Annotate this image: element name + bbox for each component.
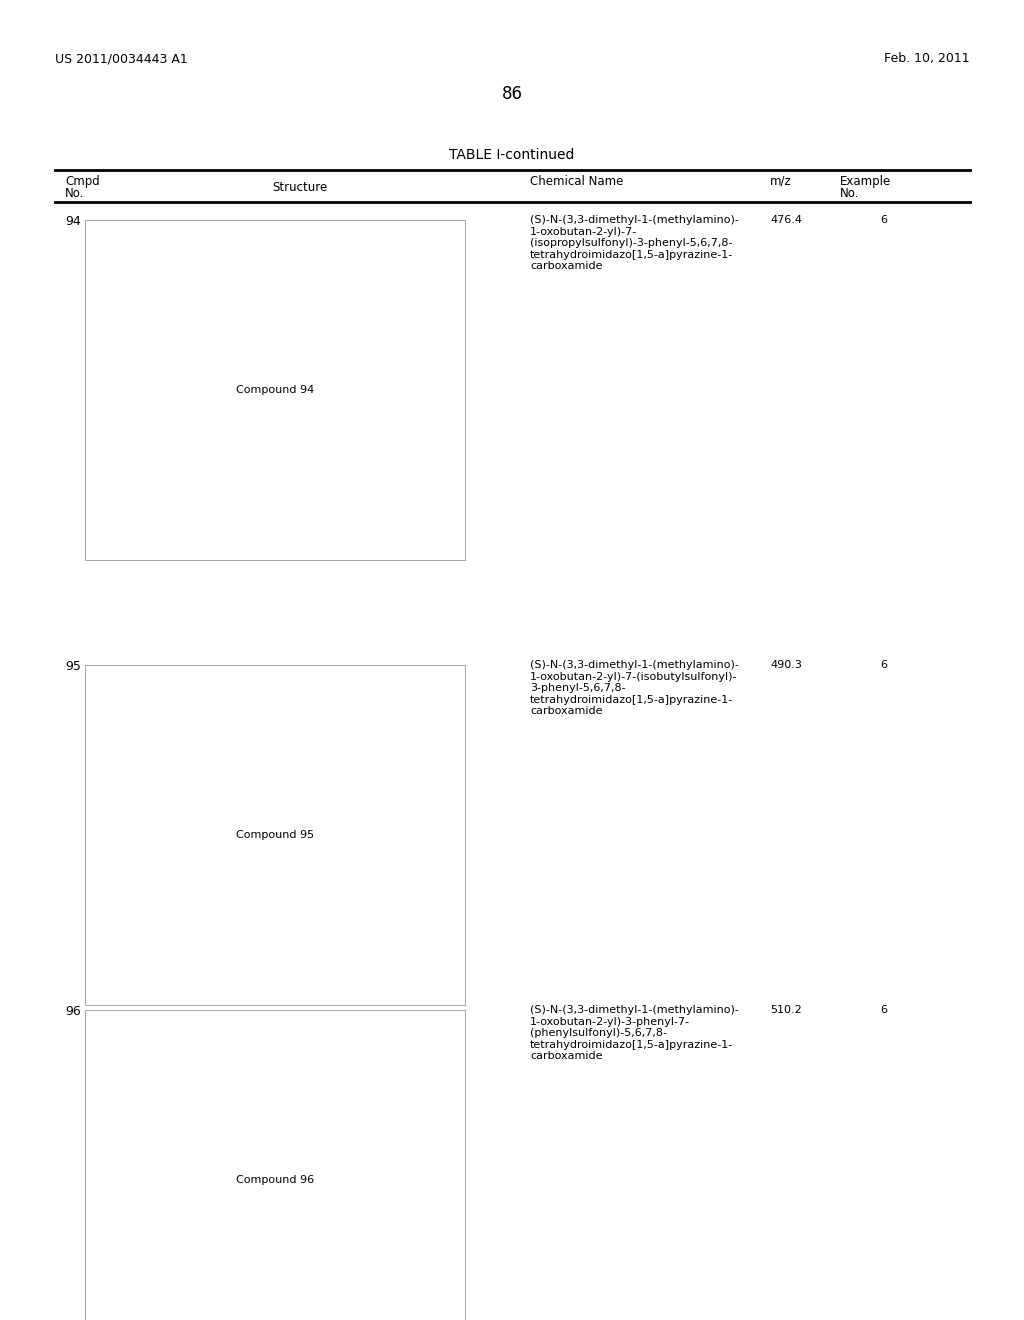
Text: (S)-N-(3,3-dimethyl-1-(methylamino)-
1-oxobutan-2-yl)-7-
(isopropylsulfonyl)-3-p: (S)-N-(3,3-dimethyl-1-(methylamino)- 1-o…: [530, 215, 739, 272]
Text: 6: 6: [880, 660, 887, 671]
Text: Example: Example: [840, 176, 891, 187]
Text: m/z: m/z: [770, 176, 792, 187]
Text: Cmpd: Cmpd: [65, 176, 99, 187]
Text: 95: 95: [65, 660, 81, 673]
Text: 6: 6: [880, 1005, 887, 1015]
Text: No.: No.: [840, 187, 859, 201]
Text: No.: No.: [65, 187, 84, 201]
Text: (S)-N-(3,3-dimethyl-1-(methylamino)-
1-oxobutan-2-yl)-7-(isobutylsulfonyl)-
3-ph: (S)-N-(3,3-dimethyl-1-(methylamino)- 1-o…: [530, 660, 739, 717]
Bar: [85, 1010, 465, 1320]
Text: 86: 86: [502, 84, 522, 103]
Bar: [85, 665, 465, 1005]
Text: Compound 96: Compound 96: [236, 1175, 314, 1185]
Text: (S)-N-(3,3-dimethyl-1-(methylamino)-
1-oxobutan-2-yl)-3-phenyl-7-
(phenylsulfony: (S)-N-(3,3-dimethyl-1-(methylamino)- 1-o…: [530, 1005, 739, 1061]
Text: Compound 94: Compound 94: [236, 385, 314, 395]
Text: US 2011/0034443 A1: US 2011/0034443 A1: [55, 51, 187, 65]
Text: 476.4: 476.4: [770, 215, 802, 224]
Text: Chemical Name: Chemical Name: [530, 176, 624, 187]
Bar: [85, 220, 465, 560]
Text: 6: 6: [880, 215, 887, 224]
Text: 490.3: 490.3: [770, 660, 802, 671]
Text: 510.2: 510.2: [770, 1005, 802, 1015]
Text: 94: 94: [65, 215, 81, 228]
Text: Feb. 10, 2011: Feb. 10, 2011: [885, 51, 970, 65]
Text: Compound 95: Compound 95: [236, 830, 314, 840]
Text: 96: 96: [65, 1005, 81, 1018]
Text: TABLE I-continued: TABLE I-continued: [450, 148, 574, 162]
Text: Structure: Structure: [272, 181, 328, 194]
